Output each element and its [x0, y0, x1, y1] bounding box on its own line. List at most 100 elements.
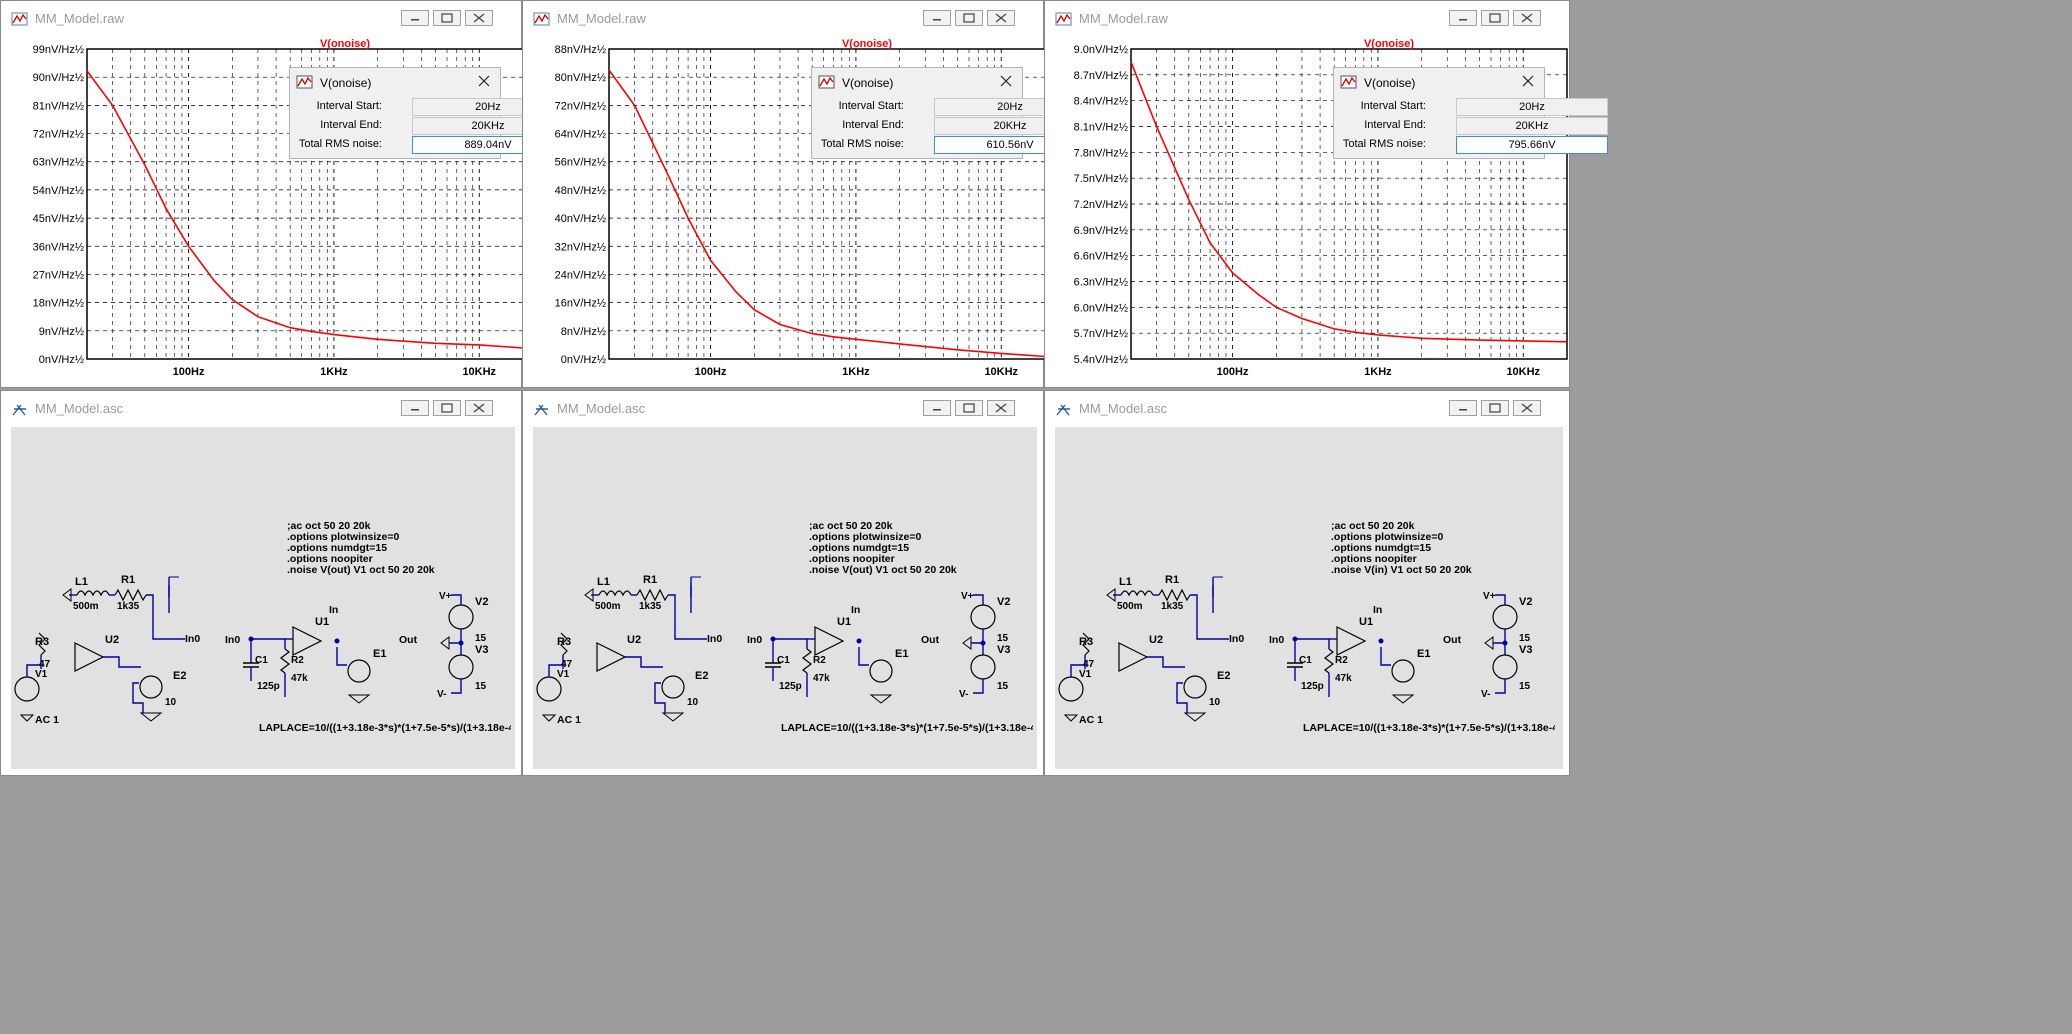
resistor-r2[interactable]: [802, 648, 812, 674]
trace-title[interactable]: V(onoise): [842, 38, 892, 50]
voltage-source-v3[interactable]: [448, 654, 474, 680]
window-titlebar[interactable]: MM_Model.asc: [1, 391, 521, 427]
close-icon[interactable]: [476, 73, 492, 89]
rms-noise-dialog[interactable]: V(onoise) Interval Start: 20Hz Interval End…: [289, 67, 564, 159]
maximize-button[interactable]: [955, 10, 983, 26]
schematic-label: 47k: [813, 673, 830, 684]
schematic-label: L1: [75, 576, 88, 588]
resistor-r1[interactable]: [636, 588, 669, 602]
plot-pane[interactable]: 99nV/Hz½ 90nV/Hz½ 81nV/Hz½ 72nV/Hz½ 63nV/Hz½…: [11, 37, 564, 381]
resistor-r3[interactable]: [1082, 632, 1090, 656]
inductor-l1[interactable]: [598, 590, 632, 597]
trace-title[interactable]: V(onoise): [320, 38, 370, 50]
close-icon[interactable]: [1520, 73, 1536, 89]
schematic-window-3[interactable]: MM_Model.asc ;ac oct 50 20 20k .options pl…: [1044, 390, 1570, 776]
voltage-source-v3[interactable]: [970, 654, 996, 680]
voltage-source-v2[interactable]: [970, 604, 996, 630]
minimize-button[interactable]: [923, 10, 951, 26]
opamp-u1[interactable]: [814, 626, 845, 656]
trace-title[interactable]: V(onoise): [1364, 38, 1414, 50]
y-tick-label: 6.0nV/Hz½: [1074, 302, 1128, 314]
minimize-button[interactable]: [1449, 400, 1477, 416]
voltage-source-v2[interactable]: [1492, 604, 1518, 630]
minimize-button[interactable]: [401, 400, 429, 416]
close-button[interactable]: [987, 10, 1015, 26]
close-button[interactable]: [1513, 10, 1541, 26]
total-rms-noise-field[interactable]: 795.66nV: [1456, 136, 1608, 154]
schematic-label: 500m: [1117, 601, 1143, 612]
opamp-u1[interactable]: [1336, 626, 1367, 656]
schematic-label: 125p: [1301, 681, 1324, 692]
schematic-pane[interactable]: ;ac oct 50 20 20k .options plotwinsize=0.…: [11, 427, 515, 769]
voltage-source-v3[interactable]: [1492, 654, 1518, 680]
vcvs-e1[interactable]: [347, 659, 371, 683]
close-button[interactable]: [465, 10, 493, 26]
maximize-button[interactable]: [433, 10, 461, 26]
minimize-button[interactable]: [923, 400, 951, 416]
wire: [449, 642, 462, 655]
window-titlebar[interactable]: MM_Model.raw: [1045, 1, 1569, 37]
spice-directive: .options noopiter: [809, 553, 895, 565]
schematic-label: V2: [997, 596, 1010, 608]
maximize-button[interactable]: [1481, 400, 1509, 416]
voltage-source-v1[interactable]: [1058, 676, 1084, 702]
vcvs-e2[interactable]: [1183, 675, 1207, 699]
schematic-canvas[interactable]: ;ac oct 50 20 20k.options plotwinsize=0.…: [1055, 467, 1555, 797]
window-titlebar[interactable]: MM_Model.raw: [1, 1, 521, 37]
vcvs-e2[interactable]: [139, 675, 163, 699]
resistor-r3[interactable]: [38, 632, 46, 656]
resistor-r2[interactable]: [280, 648, 290, 674]
window-titlebar[interactable]: MM_Model.raw: [523, 1, 1043, 37]
resistor-r3[interactable]: [560, 632, 568, 656]
maximize-button[interactable]: [955, 400, 983, 416]
schematic-window-2[interactable]: MM_Model.asc ;ac oct 50 20 20k .options pl…: [522, 390, 1044, 776]
vcvs-e2[interactable]: [661, 675, 685, 699]
inductor-l1[interactable]: [76, 590, 110, 597]
plot-pane[interactable]: 9.0nV/Hz½ 8.7nV/Hz½ 8.4nV/Hz½ 8.1nV/Hz½ 7.8n…: [1055, 37, 1608, 381]
y-tick-label: 36nV/Hz½: [33, 241, 84, 253]
maximize-button[interactable]: [1481, 10, 1509, 26]
opamp-u1[interactable]: [292, 626, 323, 656]
close-button[interactable]: [987, 400, 1015, 416]
inductor-l1[interactable]: [1120, 590, 1154, 597]
minimize-button[interactable]: [1449, 10, 1477, 26]
schematic-label: 10: [165, 697, 177, 708]
waveform-window-2[interactable]: MM_Model.raw 88nV/Hz½ 80nV/Hz½ 72nV/Hz½ 64nV…: [522, 0, 1086, 388]
window-titlebar[interactable]: MM_Model.asc: [523, 391, 1043, 427]
opamp-u2[interactable]: [74, 642, 105, 672]
rms-noise-dialog[interactable]: V(onoise) Interval Start: 20Hz Interval End…: [811, 67, 1086, 159]
close-button[interactable]: [465, 400, 493, 416]
vcvs-e1[interactable]: [869, 659, 893, 683]
plot-pane[interactable]: 88nV/Hz½ 80nV/Hz½ 72nV/Hz½ 64nV/Hz½ 56nV/Hz½…: [533, 37, 1086, 381]
vcvs-e1[interactable]: [1391, 659, 1415, 683]
resistor-r2[interactable]: [1324, 648, 1334, 674]
voltage-source-v1[interactable]: [14, 676, 40, 702]
schematic-pane[interactable]: ;ac oct 50 20 20k .options plotwinsize=0.…: [533, 427, 1037, 769]
minimize-button[interactable]: [401, 10, 429, 26]
schematic-pane[interactable]: ;ac oct 50 20 20k .options plotwinsize=0.…: [1055, 427, 1563, 769]
schematic-label: R1: [121, 574, 135, 586]
voltage-source-v1[interactable]: [536, 676, 562, 702]
waveform-window-3[interactable]: MM_Model.raw 9.0nV/Hz½ 8.7nV/Hz½ 8.4nV/Hz½ 8…: [1044, 0, 1608, 388]
opamp-u2[interactable]: [1118, 642, 1149, 672]
resistor-r1[interactable]: [114, 588, 147, 602]
y-tick-label: 72nV/Hz½: [555, 100, 606, 112]
schematic-window-1[interactable]: MM_Model.asc ;ac oct 50 20 20k .options pl…: [0, 390, 522, 776]
waveform-window-1[interactable]: MM_Model.raw 99nV/Hz½ 90nV/Hz½ 81nV/Hz½ 72nV…: [0, 0, 564, 388]
resistor-r1[interactable]: [1158, 588, 1191, 602]
spice-directive: .options noopiter: [287, 553, 373, 565]
close-button[interactable]: [1513, 400, 1541, 416]
schematic-canvas[interactable]: ;ac oct 50 20 20k.options plotwinsize=0.…: [533, 467, 1033, 797]
ground-symbol: [1063, 714, 1079, 722]
interval-end-field[interactable]: 20KHz: [1456, 117, 1608, 135]
opamp-u2[interactable]: [596, 642, 627, 672]
window-titlebar[interactable]: MM_Model.asc: [1045, 391, 1569, 427]
schematic-canvas[interactable]: ;ac oct 50 20 20k.options plotwinsize=0.…: [11, 467, 511, 797]
maximize-button[interactable]: [433, 400, 461, 416]
schematic-label: 125p: [779, 681, 802, 692]
rms-noise-dialog[interactable]: V(onoise) Interval Start: 20Hz Interval End…: [1333, 67, 1608, 159]
voltage-source-v2[interactable]: [448, 604, 474, 630]
close-icon[interactable]: [998, 73, 1014, 89]
spice-directive: .options numdgt=15: [1331, 542, 1431, 554]
interval-start-field[interactable]: 20Hz: [1456, 98, 1608, 116]
